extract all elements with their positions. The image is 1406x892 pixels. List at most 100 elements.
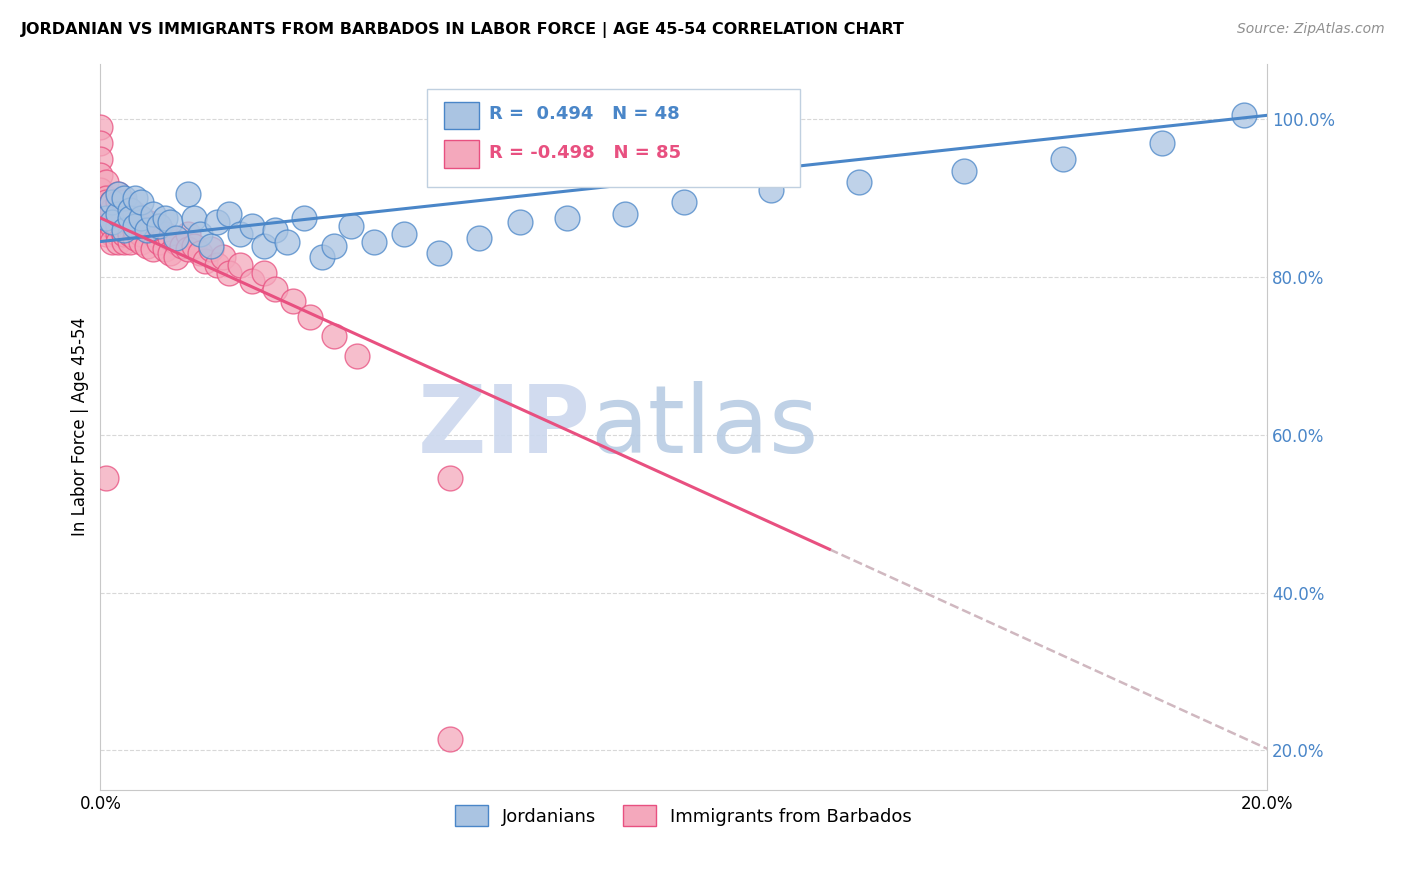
Point: [96, 211, 118, 225]
Point: [165, 235, 187, 249]
Point: [340, 219, 363, 233]
Point: [555, 211, 578, 225]
Point: [112, 211, 135, 225]
Point: [218, 266, 240, 280]
Point: [129, 211, 152, 225]
Point: [200, 238, 222, 252]
Point: [107, 202, 129, 217]
Point: [346, 349, 368, 363]
Point: [118, 219, 141, 233]
Point: [322, 238, 344, 252]
Point: [240, 274, 263, 288]
Point: [148, 219, 170, 233]
Point: [205, 258, 228, 272]
Point: [107, 219, 129, 233]
Point: [89, 215, 111, 229]
Point: [96, 223, 118, 237]
Point: [299, 310, 322, 324]
Point: [118, 235, 141, 249]
Y-axis label: In Labor Force | Age 45-54: In Labor Force | Age 45-54: [72, 318, 89, 536]
Point: [165, 230, 187, 244]
Point: [294, 211, 316, 225]
Point: [1232, 108, 1254, 122]
Point: [264, 223, 287, 237]
Point: [89, 136, 111, 150]
Point: [101, 195, 124, 210]
Point: [89, 120, 111, 135]
Point: [153, 211, 176, 225]
Point: [276, 235, 298, 249]
Point: [112, 227, 135, 241]
Point: [142, 227, 165, 241]
Text: JORDANIAN VS IMMIGRANTS FROM BARBADOS IN LABOR FORCE | AGE 45-54 CORRELATION CHA: JORDANIAN VS IMMIGRANTS FROM BARBADOS IN…: [21, 22, 905, 38]
Point: [1052, 152, 1074, 166]
Point: [142, 243, 165, 257]
Point: [118, 211, 141, 225]
FancyBboxPatch shape: [427, 89, 800, 187]
Point: [129, 211, 152, 225]
Point: [124, 215, 146, 229]
Point: [148, 219, 170, 233]
Point: [112, 211, 135, 225]
Point: [89, 183, 111, 197]
Point: [136, 215, 159, 229]
Point: [194, 254, 217, 268]
Text: ZIP: ZIP: [418, 381, 591, 473]
Point: [392, 227, 415, 241]
Point: [107, 207, 129, 221]
Point: [118, 211, 141, 225]
Point: [218, 207, 240, 221]
Point: [107, 235, 129, 249]
Point: [124, 223, 146, 237]
FancyBboxPatch shape: [444, 102, 479, 129]
Point: [142, 207, 165, 221]
Point: [363, 235, 385, 249]
Text: atlas: atlas: [591, 381, 818, 473]
Point: [124, 219, 146, 233]
Point: [205, 215, 228, 229]
Point: [101, 235, 124, 249]
Point: [101, 211, 124, 225]
Point: [129, 211, 152, 225]
Point: [118, 202, 141, 217]
Point: [124, 207, 146, 221]
Point: [118, 211, 141, 225]
Point: [107, 227, 129, 241]
Point: [124, 191, 146, 205]
Point: [188, 246, 211, 260]
Point: [101, 215, 124, 229]
Point: [952, 163, 974, 178]
Point: [118, 227, 141, 241]
Text: Source: ZipAtlas.com: Source: ZipAtlas.com: [1237, 22, 1385, 37]
Point: [188, 227, 211, 241]
Point: [96, 227, 118, 241]
Point: [107, 195, 129, 210]
Legend: Jordanians, Immigrants from Barbados: Jordanians, Immigrants from Barbados: [446, 797, 921, 835]
Point: [183, 211, 205, 225]
Point: [112, 191, 135, 205]
Point: [107, 187, 129, 202]
Point: [101, 227, 124, 241]
Point: [229, 258, 252, 272]
Point: [118, 227, 141, 241]
Point: [129, 235, 152, 249]
Point: [89, 152, 111, 166]
Point: [101, 219, 124, 233]
FancyBboxPatch shape: [444, 140, 479, 168]
Point: [96, 211, 118, 225]
Point: [96, 195, 118, 210]
Point: [509, 215, 531, 229]
Point: [89, 168, 111, 182]
Point: [177, 243, 200, 257]
Point: [253, 238, 276, 252]
Point: [112, 202, 135, 217]
Point: [211, 251, 233, 265]
Point: [240, 219, 263, 233]
Point: [112, 219, 135, 233]
Point: [96, 471, 118, 485]
Point: [136, 223, 159, 237]
Point: [1150, 136, 1173, 150]
Point: [200, 243, 222, 257]
Point: [177, 187, 200, 202]
Point: [101, 195, 124, 210]
